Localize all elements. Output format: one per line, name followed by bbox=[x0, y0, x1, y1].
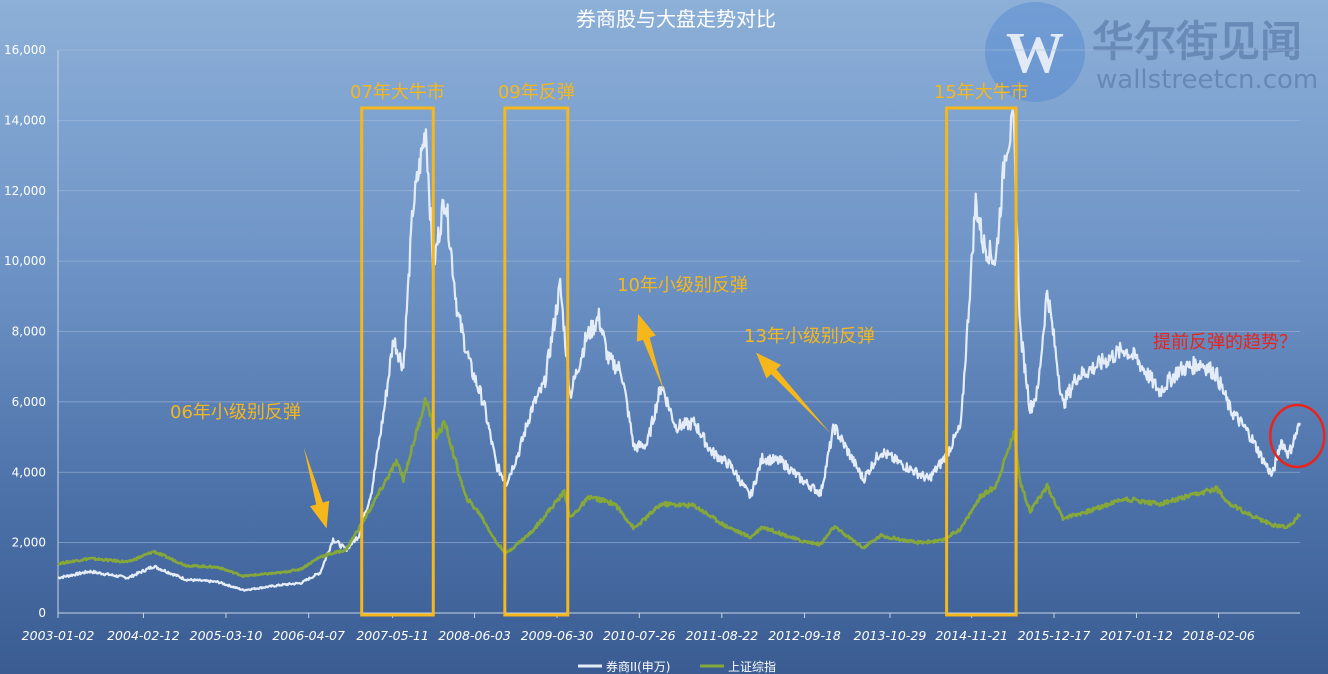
y-tick-label: 16,000 bbox=[4, 43, 46, 57]
x-tick-label: 2011-08-22 bbox=[686, 628, 759, 643]
x-tick-label: 2009-06-30 bbox=[521, 628, 594, 643]
annotation-label-red: 提前反弹的趋势？ bbox=[1153, 332, 1297, 353]
annotation-label: 09年反弹 bbox=[498, 82, 575, 103]
x-tick-label: 2017-01-12 bbox=[1100, 628, 1173, 643]
annotation-arrow bbox=[636, 313, 664, 392]
y-tick-label: 14,000 bbox=[4, 113, 46, 127]
annotation-label: 15年大牛市 bbox=[934, 82, 1029, 103]
x-tick-label: 2006-04-07 bbox=[272, 628, 345, 643]
x-tick-label: 2007-05-11 bbox=[356, 628, 429, 643]
annotation-label: 06年小级别反弹 bbox=[170, 402, 301, 423]
x-tick-label: 2018-02-06 bbox=[1182, 628, 1255, 643]
y-tick-label: 0 bbox=[38, 606, 46, 620]
x-axis-ticks: 2003-01-02 2004-02-12 2005-03-10 2006-04-07… bbox=[22, 613, 1255, 643]
legend-label-broker: 券商II(申万) bbox=[606, 659, 670, 674]
highlight-box bbox=[503, 106, 570, 617]
series-line-index bbox=[56, 396, 1302, 579]
watermark-logo-icon bbox=[985, 2, 1085, 102]
annotation-label: 13年小级别反弹 bbox=[744, 326, 875, 347]
series-line-broker bbox=[57, 108, 1302, 592]
y-tick-label: 8,000 bbox=[12, 325, 46, 339]
x-tick-label: 2013-10-29 bbox=[854, 628, 927, 643]
y-tick-label: 6,000 bbox=[12, 395, 46, 409]
chart-title: 券商股与大盘走势对比 bbox=[576, 7, 776, 31]
watermark-brand-en: wallstreetcn.com bbox=[1096, 65, 1318, 95]
x-tick-label: 2003-01-02 bbox=[22, 628, 95, 643]
annotation-layer: 07年大牛市 09年反弹 15年大牛市 06年小级别反弹 10年小级别反弹 13年小级别反… bbox=[170, 82, 1326, 617]
y-tick-label: 2,000 bbox=[12, 536, 46, 550]
y-tick-label: 12,000 bbox=[4, 184, 46, 198]
gridlines bbox=[58, 49, 1300, 544]
x-tick-label: 2015-12-17 bbox=[1018, 628, 1091, 643]
highlight-circle bbox=[1269, 403, 1326, 469]
x-tick-label: 2010-07-26 bbox=[603, 628, 676, 643]
y-axis-ticks: 0 2,000 4,000 6,000 8,000 10,000 12,000 14,000 1… bbox=[4, 43, 46, 620]
x-tick-label: 2008-06-03 bbox=[438, 628, 511, 643]
watermark-logo-letter: W bbox=[1006, 20, 1064, 85]
annotation-label: 10年小级别反弹 bbox=[617, 275, 748, 296]
legend-label-index: 上证综指 bbox=[728, 659, 776, 674]
annotation-arrow bbox=[756, 352, 831, 434]
x-tick-label: 2012-09-18 bbox=[768, 628, 841, 643]
x-tick-label: 2005-03-10 bbox=[190, 628, 263, 643]
watermark: W 华尔街见闻 wallstreetcn.com bbox=[985, 2, 1318, 102]
y-tick-label: 10,000 bbox=[4, 254, 46, 268]
y-tick-label: 4,000 bbox=[12, 465, 46, 479]
annotation-label: 07年大牛市 bbox=[350, 82, 445, 103]
watermark-brand-cn: 华尔街见闻 bbox=[1092, 17, 1302, 66]
highlight-box bbox=[360, 106, 435, 617]
series-layer bbox=[56, 108, 1302, 592]
legend: 券商II(申万) 上证综指 bbox=[578, 659, 776, 674]
annotation-arrow bbox=[303, 447, 330, 529]
x-tick-label: 2014-11-21 bbox=[935, 628, 1008, 643]
highlight-box bbox=[945, 106, 1018, 617]
x-tick-label: 2004-02-12 bbox=[107, 628, 180, 643]
